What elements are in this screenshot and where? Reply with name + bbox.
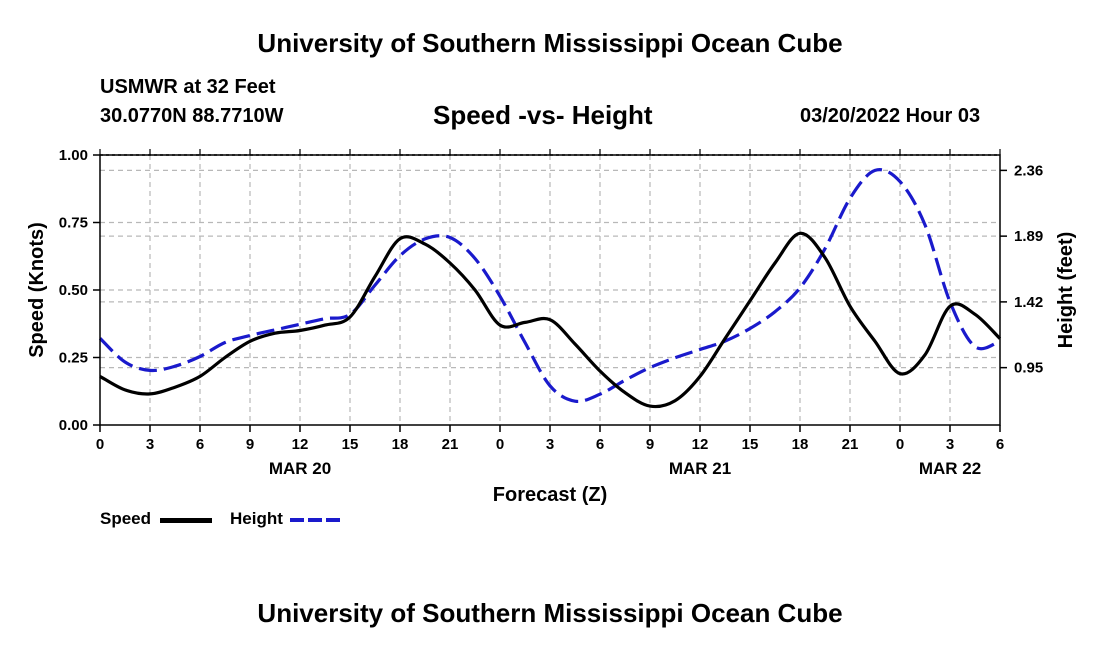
chart-title: Speed -vs- Height (433, 100, 653, 130)
x-tick-label: 12 (292, 436, 309, 453)
series-layer (98, 168, 1002, 409)
x-tick-label: 9 (246, 436, 254, 453)
height-series-line (98, 168, 1001, 404)
footer-title: University of Southern Mississippi Ocean… (257, 598, 843, 628)
legend-height-label: Height (230, 509, 283, 528)
x-tick-label: 21 (842, 436, 859, 453)
legend-height-swatch (290, 518, 344, 522)
x-tick-label: 9 (646, 436, 654, 453)
y2-tick-label: 0.95 (1014, 360, 1043, 377)
x-tick-label: 21 (442, 436, 459, 453)
x-tick-label: 3 (146, 436, 154, 453)
axis-layer: 0 3 6 9 12 15 18 21 0 3 6 9 12 15 18 21 0 3 6 MAR 20 MAR 21 M… (26, 147, 1077, 506)
station-label: USMWR at 32 Feet (100, 76, 276, 98)
y2-tick-label: 1.89 (1014, 228, 1043, 245)
y-tick-label: 0.50 (59, 282, 88, 299)
x-tick-label: 0 (496, 436, 504, 453)
x-tick-label: 12 (692, 436, 709, 453)
y-axis-title: Speed (Knots) (26, 222, 48, 358)
legend-speed-label: Speed (100, 509, 152, 528)
x-tick-label: 6 (596, 436, 604, 453)
x-tick-label: 3 (946, 436, 954, 453)
forecast-datetime: 03/20/2022 Hour 03 (800, 105, 981, 127)
legend-speed-swatch (160, 518, 212, 523)
date-label: MAR 22 (919, 459, 981, 478)
speed-series-line (99, 231, 1002, 409)
date-label: MAR 20 (269, 459, 331, 478)
date-label: MAR 21 (669, 459, 731, 478)
y2-tick-label: 1.42 (1014, 294, 1043, 311)
x-tick-label: 6 (996, 436, 1004, 453)
x-axis-title: Forecast (Z) (493, 484, 607, 506)
y-tick-label: 0.75 (59, 215, 88, 232)
y-tick-label: 0.25 (59, 350, 88, 367)
x-tick-label: 15 (742, 436, 759, 453)
y2-axis-title: Height (feet) (1055, 232, 1077, 349)
y2-tick-label: 2.36 (1014, 162, 1043, 179)
x-tick-label: 18 (392, 436, 409, 453)
x-tick-label: 3 (546, 436, 554, 453)
page-title: University of Southern Mississippi Ocean… (257, 28, 843, 58)
y-tick-label: 0.00 (59, 417, 88, 434)
x-tick-label: 6 (196, 436, 204, 453)
y-tick-label: 1.00 (59, 147, 88, 164)
x-tick-label: 0 (896, 436, 904, 453)
x-tick-label: 15 (342, 436, 359, 453)
x-tick-label: 18 (792, 436, 809, 453)
x-tick-label: 0 (96, 436, 104, 453)
station-coordinates: 30.0770N 88.7710W (100, 105, 284, 127)
